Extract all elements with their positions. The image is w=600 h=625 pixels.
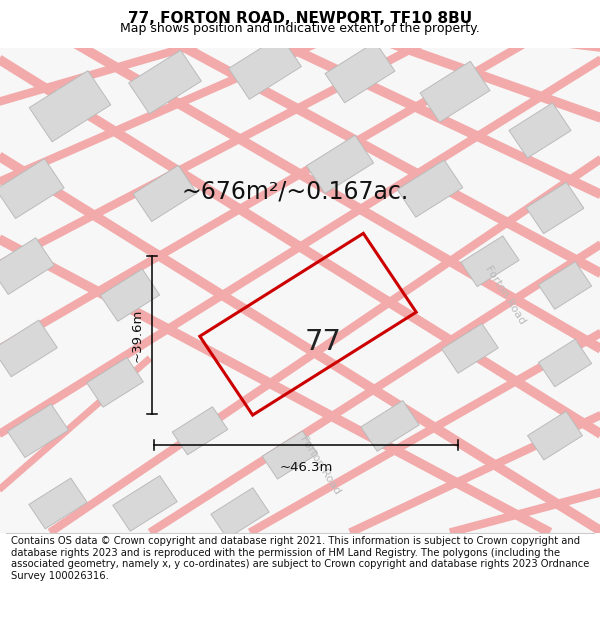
- Polygon shape: [420, 61, 490, 122]
- Polygon shape: [0, 159, 64, 219]
- Polygon shape: [0, 238, 55, 294]
- Polygon shape: [538, 262, 592, 309]
- Polygon shape: [461, 236, 519, 287]
- Text: ~46.3m: ~46.3m: [280, 461, 332, 474]
- Text: ~39.6m: ~39.6m: [131, 309, 144, 362]
- Polygon shape: [172, 407, 228, 455]
- Text: Map shows position and indicative extent of the property.: Map shows position and indicative extent…: [120, 22, 480, 34]
- Polygon shape: [538, 339, 592, 387]
- Polygon shape: [526, 182, 584, 234]
- Text: Contains OS data © Crown copyright and database right 2021. This information is : Contains OS data © Crown copyright and d…: [11, 536, 589, 581]
- Text: Forton Road: Forton Road: [483, 264, 527, 326]
- Polygon shape: [100, 269, 160, 321]
- Polygon shape: [87, 357, 143, 408]
- Text: 77: 77: [305, 328, 341, 356]
- Polygon shape: [262, 431, 318, 479]
- Polygon shape: [133, 166, 197, 221]
- Polygon shape: [509, 103, 571, 158]
- Polygon shape: [307, 135, 374, 194]
- Text: Forton Road: Forton Road: [298, 434, 342, 496]
- Polygon shape: [397, 160, 463, 217]
- Polygon shape: [29, 478, 87, 529]
- Polygon shape: [128, 50, 202, 114]
- Text: ~676m²/~0.167ac.: ~676m²/~0.167ac.: [181, 179, 409, 204]
- Polygon shape: [29, 71, 111, 142]
- Polygon shape: [0, 320, 58, 377]
- Text: 77, FORTON ROAD, NEWPORT, TF10 8BU: 77, FORTON ROAD, NEWPORT, TF10 8BU: [128, 11, 472, 26]
- Polygon shape: [229, 36, 301, 99]
- Polygon shape: [325, 42, 395, 102]
- Polygon shape: [7, 404, 68, 458]
- Polygon shape: [527, 411, 583, 460]
- Polygon shape: [113, 476, 177, 531]
- Polygon shape: [361, 401, 419, 451]
- Polygon shape: [442, 324, 498, 373]
- Polygon shape: [211, 488, 269, 539]
